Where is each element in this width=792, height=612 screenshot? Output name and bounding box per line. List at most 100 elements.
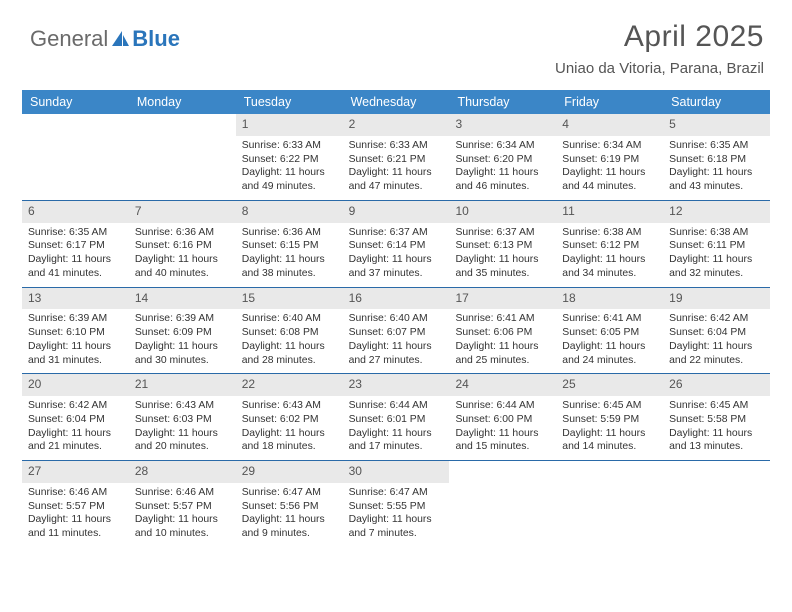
sunrise-line: Sunrise: 6:47 AM (242, 486, 337, 500)
sunrise-line: Sunrise: 6:34 AM (455, 139, 550, 153)
day-body: Sunrise: 6:34 AMSunset: 6:19 PMDaylight:… (556, 136, 663, 200)
daylight-line: Daylight: 11 hours and 11 minutes. (28, 513, 123, 540)
day-number: 29 (236, 461, 343, 483)
sunset-line: Sunset: 6:15 PM (242, 239, 337, 253)
calendar-day-cell: 11Sunrise: 6:38 AMSunset: 6:12 PMDayligh… (556, 201, 663, 287)
sunset-line: Sunset: 6:05 PM (562, 326, 657, 340)
calendar-day-cell: 13Sunrise: 6:39 AMSunset: 6:10 PMDayligh… (22, 288, 129, 374)
sunrise-line: Sunrise: 6:38 AM (562, 226, 657, 240)
sunrise-line: Sunrise: 6:39 AM (28, 312, 123, 326)
sunrise-line: Sunrise: 6:44 AM (455, 399, 550, 413)
sunrise-line: Sunrise: 6:45 AM (562, 399, 657, 413)
day-body: Sunrise: 6:44 AMSunset: 6:01 PMDaylight:… (343, 396, 450, 460)
day-header-cell: Wednesday (343, 90, 450, 114)
day-number: 10 (449, 201, 556, 223)
day-number: 19 (663, 288, 770, 310)
sunrise-line: Sunrise: 6:34 AM (562, 139, 657, 153)
sunset-line: Sunset: 5:57 PM (135, 500, 230, 514)
sunrise-line: Sunrise: 6:33 AM (349, 139, 444, 153)
sunset-line: Sunset: 5:59 PM (562, 413, 657, 427)
daylight-line: Daylight: 11 hours and 21 minutes. (28, 427, 123, 454)
day-body: Sunrise: 6:42 AMSunset: 6:04 PMDaylight:… (22, 396, 129, 460)
sunset-line: Sunset: 6:21 PM (349, 153, 444, 167)
day-number: 9 (343, 201, 450, 223)
day-body: Sunrise: 6:38 AMSunset: 6:11 PMDaylight:… (663, 223, 770, 287)
day-body: Sunrise: 6:43 AMSunset: 6:02 PMDaylight:… (236, 396, 343, 460)
sunrise-line: Sunrise: 6:41 AM (455, 312, 550, 326)
daylight-line: Daylight: 11 hours and 44 minutes. (562, 166, 657, 193)
sunset-line: Sunset: 6:08 PM (242, 326, 337, 340)
day-header-cell: Saturday (663, 90, 770, 114)
calendar-day-cell: 10Sunrise: 6:37 AMSunset: 6:13 PMDayligh… (449, 201, 556, 287)
day-number: 24 (449, 374, 556, 396)
day-number: 14 (129, 288, 236, 310)
sunrise-line: Sunrise: 6:41 AM (562, 312, 657, 326)
calendar-day-cell: 4Sunrise: 6:34 AMSunset: 6:19 PMDaylight… (556, 114, 663, 200)
day-header-cell: Sunday (22, 90, 129, 114)
day-body: Sunrise: 6:35 AMSunset: 6:18 PMDaylight:… (663, 136, 770, 200)
day-number: 6 (22, 201, 129, 223)
daylight-line: Daylight: 11 hours and 20 minutes. (135, 427, 230, 454)
day-number: 3 (449, 114, 556, 136)
calendar-day-cell (129, 114, 236, 200)
location-text: Uniao da Vitoria, Parana, Brazil (555, 60, 764, 77)
calendar-day-cell: 6Sunrise: 6:35 AMSunset: 6:17 PMDaylight… (22, 201, 129, 287)
day-body: Sunrise: 6:46 AMSunset: 5:57 PMDaylight:… (22, 483, 129, 547)
calendar-week-row: 6Sunrise: 6:35 AMSunset: 6:17 PMDaylight… (22, 200, 770, 287)
daylight-line: Daylight: 11 hours and 7 minutes. (349, 513, 444, 540)
day-body: Sunrise: 6:41 AMSunset: 6:05 PMDaylight:… (556, 309, 663, 373)
sunrise-line: Sunrise: 6:47 AM (349, 486, 444, 500)
daylight-line: Daylight: 11 hours and 31 minutes. (28, 340, 123, 367)
daylight-line: Daylight: 11 hours and 30 minutes. (135, 340, 230, 367)
daylight-line: Daylight: 11 hours and 15 minutes. (455, 427, 550, 454)
sunrise-line: Sunrise: 6:35 AM (669, 139, 764, 153)
day-body: Sunrise: 6:39 AMSunset: 6:09 PMDaylight:… (129, 309, 236, 373)
day-body: Sunrise: 6:47 AMSunset: 5:55 PMDaylight:… (343, 483, 450, 547)
sunset-line: Sunset: 6:13 PM (455, 239, 550, 253)
day-body: Sunrise: 6:37 AMSunset: 6:13 PMDaylight:… (449, 223, 556, 287)
day-body: Sunrise: 6:37 AMSunset: 6:14 PMDaylight:… (343, 223, 450, 287)
day-number: 23 (343, 374, 450, 396)
header-right: April 2025 Uniao da Vitoria, Parana, Bra… (555, 20, 764, 77)
day-number: 27 (22, 461, 129, 483)
daylight-line: Daylight: 11 hours and 27 minutes. (349, 340, 444, 367)
calendar-day-cell: 14Sunrise: 6:39 AMSunset: 6:09 PMDayligh… (129, 288, 236, 374)
day-body: Sunrise: 6:40 AMSunset: 6:08 PMDaylight:… (236, 309, 343, 373)
day-body: Sunrise: 6:33 AMSunset: 6:22 PMDaylight:… (236, 136, 343, 200)
sunset-line: Sunset: 6:00 PM (455, 413, 550, 427)
calendar-day-cell (22, 114, 129, 200)
sunset-line: Sunset: 5:57 PM (28, 500, 123, 514)
day-number: 1 (236, 114, 343, 136)
sunset-line: Sunset: 6:04 PM (28, 413, 123, 427)
calendar-day-cell: 18Sunrise: 6:41 AMSunset: 6:05 PMDayligh… (556, 288, 663, 374)
sunset-line: Sunset: 6:04 PM (669, 326, 764, 340)
sunset-line: Sunset: 6:19 PM (562, 153, 657, 167)
sunset-line: Sunset: 6:07 PM (349, 326, 444, 340)
day-header-cell: Thursday (449, 90, 556, 114)
daylight-line: Daylight: 11 hours and 41 minutes. (28, 253, 123, 280)
calendar-day-cell: 2Sunrise: 6:33 AMSunset: 6:21 PMDaylight… (343, 114, 450, 200)
calendar-day-cell: 5Sunrise: 6:35 AMSunset: 6:18 PMDaylight… (663, 114, 770, 200)
sunset-line: Sunset: 6:18 PM (669, 153, 764, 167)
daylight-line: Daylight: 11 hours and 43 minutes. (669, 166, 764, 193)
day-body: Sunrise: 6:44 AMSunset: 6:00 PMDaylight:… (449, 396, 556, 460)
day-body: Sunrise: 6:40 AMSunset: 6:07 PMDaylight:… (343, 309, 450, 373)
logo-sail-icon (112, 31, 130, 47)
sunrise-line: Sunrise: 6:43 AM (135, 399, 230, 413)
sunset-line: Sunset: 6:03 PM (135, 413, 230, 427)
day-body: Sunrise: 6:45 AMSunset: 5:59 PMDaylight:… (556, 396, 663, 460)
day-number: 20 (22, 374, 129, 396)
calendar-week-row: 1Sunrise: 6:33 AMSunset: 6:22 PMDaylight… (22, 114, 770, 200)
sunrise-line: Sunrise: 6:46 AM (135, 486, 230, 500)
sunset-line: Sunset: 6:10 PM (28, 326, 123, 340)
calendar-day-cell: 12Sunrise: 6:38 AMSunset: 6:11 PMDayligh… (663, 201, 770, 287)
sunrise-line: Sunrise: 6:36 AM (242, 226, 337, 240)
calendar-day-cell: 8Sunrise: 6:36 AMSunset: 6:15 PMDaylight… (236, 201, 343, 287)
calendar-day-cell (556, 461, 663, 547)
day-header-cell: Monday (129, 90, 236, 114)
calendar-weeks: 1Sunrise: 6:33 AMSunset: 6:22 PMDaylight… (22, 114, 770, 547)
sunset-line: Sunset: 6:16 PM (135, 239, 230, 253)
month-title: April 2025 (555, 20, 764, 54)
sunset-line: Sunset: 6:22 PM (242, 153, 337, 167)
sunrise-line: Sunrise: 6:45 AM (669, 399, 764, 413)
